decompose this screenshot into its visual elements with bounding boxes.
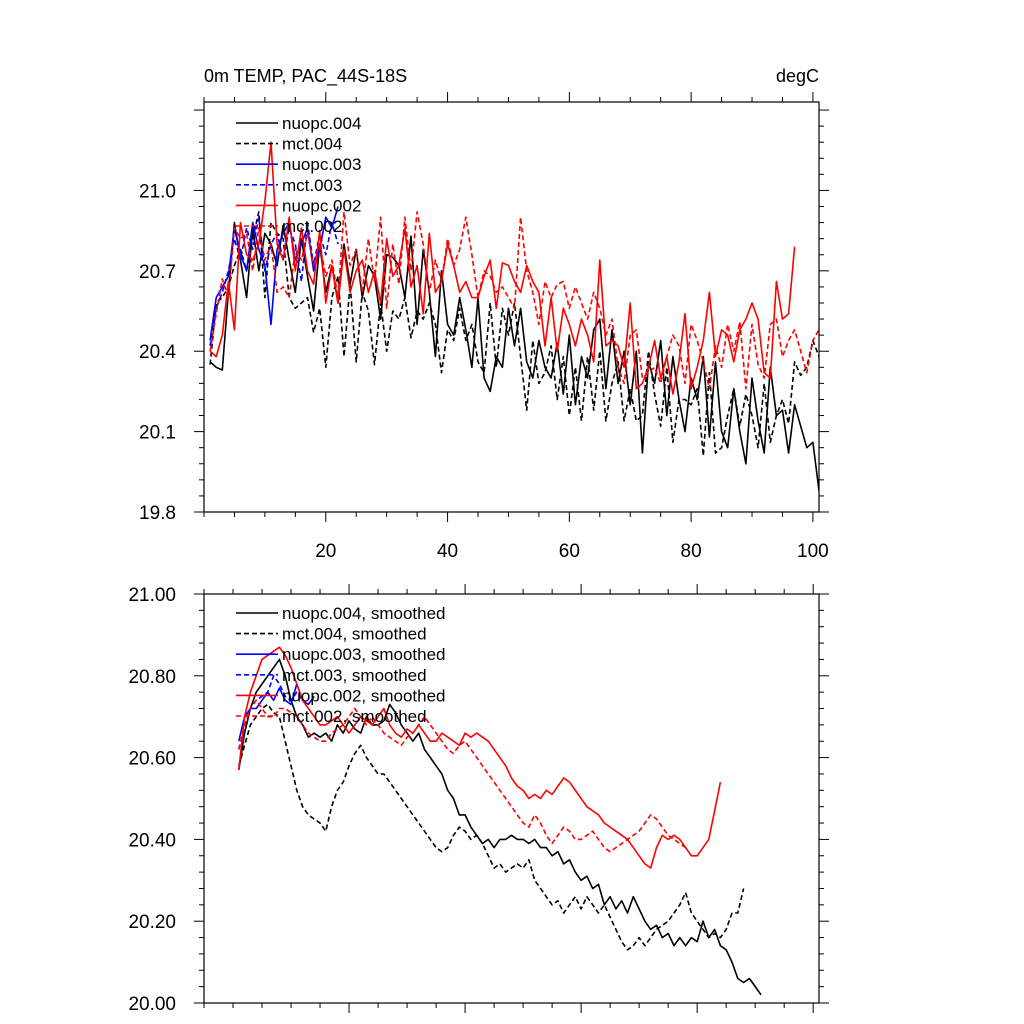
y-tick-label: 19.8 [139,503,176,524]
series-line-mct-004-smoothed [238,703,745,951]
y-tick-label: 21.00 [128,585,176,606]
series-line-nuopc-002-smoothed [238,646,722,869]
plot-frame [203,593,820,1004]
legend-label-nuopc-004-smoothed: nuopc.004, smoothed [282,604,446,623]
bottom-panel-smoothed-chart: 20.00 20.20 20.40 20.60 20.80 21.00 nuopc.004,… [128,584,829,1015]
legend-label-nuopc-003-smoothed: nuopc.003, smoothed [282,645,446,664]
x-tick-label: 100 [797,541,829,562]
units-label: degC [776,66,819,86]
legend-label-nuopc-003: nuopc.003 [282,155,361,174]
y-tick-label: 20.7 [139,262,176,283]
series-line-mct-002 [209,211,819,390]
y-tick-label: 20.1 [139,423,176,444]
y-tick-label: 20.40 [128,830,176,851]
y-tick-label: 21.0 [139,181,176,202]
series-line-mct-004 [209,211,819,457]
series-line-nuopc-002 [209,141,796,395]
y-tick-label: 20.20 [128,912,176,933]
y-tick-label: 20.60 [128,749,176,770]
series-line-nuopc-004-smoothed [238,658,762,996]
series-line-mct-003-smoothed [238,674,304,750]
legend-label-nuopc-004: nuopc.004 [282,114,361,133]
series-line-mct-003 [209,216,339,347]
chart-title: 0m TEMP, PAC_44S-18S [204,66,407,87]
legend-label-nuopc-002-smoothed: nuopc.002, smoothed [282,686,446,705]
legend-label-mct-004-smoothed: mct.004, smoothed [282,625,427,644]
plot-frame [203,101,820,513]
series-group [209,141,819,492]
legend-label-mct-004: mct.004 [282,135,342,154]
legend-label-mct-002-smoothed: mct.002, smoothed [282,707,427,726]
series-line-nuopc-004 [209,221,819,492]
legend-label-nuopc-002: nuopc.002 [282,196,361,215]
y-tick-label: 20.00 [128,994,176,1015]
x-tick-label: 40 [437,541,458,562]
top-panel-temperature-chart: 20 40 60 80 100 19.8 20.1 20.4 20.7 21.0 0m TEMP, … [139,66,829,562]
y-tick-label: 20.80 [128,667,176,688]
x-tick-label: 80 [681,541,702,562]
y-tick-label: 20.4 [139,342,176,363]
series-line-mct-002-smoothed [238,699,687,853]
x-tick-label: 60 [559,541,580,562]
legend-label-mct-003-smoothed: mct.003, smoothed [282,666,427,685]
series-group [238,646,762,996]
legend-label-mct-003: mct.003 [282,176,342,195]
x-tick-label: 20 [315,541,336,562]
legend-label-mct-002: mct.002 [282,217,342,236]
